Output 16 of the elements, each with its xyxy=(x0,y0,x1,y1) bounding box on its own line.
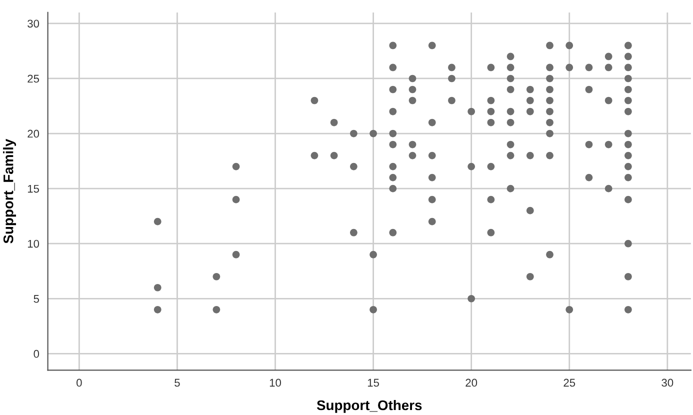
x-tick-label: 15 xyxy=(368,378,380,387)
x-axis-title: Support_Others xyxy=(316,400,422,413)
x-tick-label: 20 xyxy=(466,378,478,387)
y-tick-label: 5 xyxy=(34,295,40,303)
x-tick-label: 30 xyxy=(662,378,674,387)
y-tick-label: 10 xyxy=(28,240,40,248)
x-tick-label: 0 xyxy=(76,378,82,387)
x-tick-label: 5 xyxy=(174,378,180,387)
y-tick-label: 0 xyxy=(34,350,40,358)
y-tick-label: 15 xyxy=(28,184,40,193)
y-tick-label: 20 xyxy=(28,130,40,138)
y-axis-title: Support_Family xyxy=(3,138,16,244)
y-tick-label: 25 xyxy=(28,74,40,83)
x-tick-label: 25 xyxy=(564,378,576,387)
x-tick-label: 10 xyxy=(270,378,281,387)
y-tick-label: 30 xyxy=(28,20,40,28)
